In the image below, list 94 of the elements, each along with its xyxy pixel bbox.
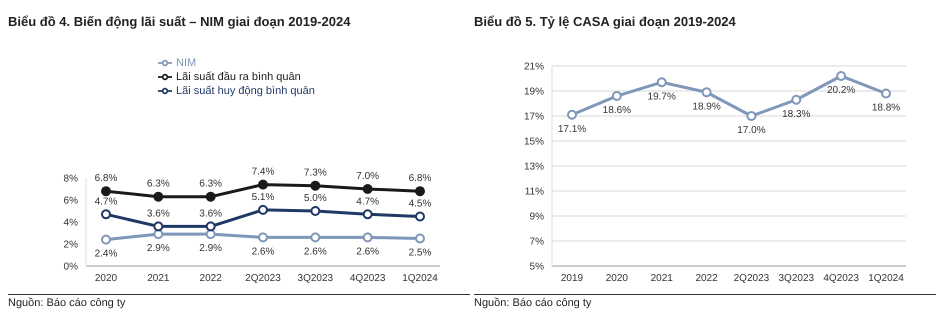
y-tick-label: 9% (530, 212, 544, 223)
legend-label: Lãi suất đầu ra bình quân (176, 70, 301, 83)
x-tick-label: 2021 (650, 273, 674, 284)
point (206, 229, 216, 240)
point (101, 186, 111, 196)
point (258, 204, 268, 215)
legend-label: NIM (176, 56, 196, 69)
legend-label: Lãi suất huy động bình quân (176, 84, 315, 97)
y-tick-label: 8% (64, 174, 78, 185)
data-label: 3.6% (146, 208, 170, 220)
x-tick-label: 4Q2023 (823, 273, 860, 284)
point (101, 234, 111, 245)
point (836, 71, 846, 81)
y-tick-label: 11% (524, 186, 544, 198)
y-tick-label: 13% (524, 162, 544, 173)
data-label: 6.3% (146, 178, 170, 190)
data-label: 5.1% (252, 192, 275, 203)
chart-title: Biểu đồ 4. Biến động lãi suất – NIM giai đoạn 2019-2024 (8, 13, 352, 31)
data-label: 6.8% (94, 173, 118, 184)
y-tick-label: 17% (524, 112, 544, 123)
point (310, 206, 320, 216)
point (206, 221, 216, 232)
x-tick-label: 3Q2023 (778, 273, 815, 284)
point (656, 77, 667, 88)
data-label: 18.8% (872, 102, 900, 114)
data-label: 20.2% (826, 85, 856, 96)
point (362, 232, 373, 242)
text: Nguồn: Báo cáo công ty (474, 294, 936, 309)
x-tick-label: 2Q2023 (245, 273, 282, 284)
data-label: 2.9% (199, 243, 222, 254)
data-label: 7.0% (356, 171, 380, 182)
data-label: 4.7% (356, 196, 380, 208)
data-label: 4.5% (408, 198, 432, 210)
x-tick-label: 2021 (147, 273, 170, 284)
point (310, 232, 320, 242)
y-tick-label: 6% (64, 196, 78, 207)
y-tick-label: 2% (64, 240, 78, 251)
data-label: 18.6% (602, 105, 632, 116)
data-label: 19.7% (648, 91, 676, 102)
point (415, 234, 425, 244)
chart-title: Biểu đồ 5. Tỷ lệ CASA giai đoạn 2019-2024 (474, 13, 737, 31)
data-label: 3.6% (199, 208, 222, 220)
y-tick-label: 0% (64, 262, 78, 273)
data-label: 18.9% (692, 101, 721, 112)
data-label: 17.0% (737, 125, 766, 136)
data-label: 2.6% (356, 246, 380, 258)
data-label: 17.1% (558, 124, 586, 135)
data-label: 7.4% (252, 166, 275, 178)
text: Nguồn: Báo cáo công ty (8, 294, 470, 309)
data-label: 2.4% (94, 248, 118, 260)
x-tick-label: 4Q2023 (350, 273, 386, 284)
y-tick-label: 7% (530, 236, 544, 248)
point (258, 180, 268, 190)
point (362, 209, 373, 220)
point (153, 221, 164, 232)
data-label: 4.7% (94, 196, 118, 208)
point (612, 91, 622, 101)
x-tick-label: 1Q2024 (402, 273, 438, 284)
point (881, 88, 891, 98)
data-label: 18.3% (782, 108, 811, 120)
y-tick-label: 5% (530, 262, 544, 273)
point (258, 232, 268, 242)
data-label: 2.6% (304, 246, 327, 258)
x-tick-label: 2019 (560, 273, 584, 284)
x-tick-label: 2020 (94, 273, 118, 284)
point (415, 186, 425, 196)
point (101, 209, 111, 220)
data-label: 2.5% (408, 248, 432, 258)
y-tick-label: 4% (64, 218, 78, 229)
y-tick-label: 21% (524, 62, 544, 73)
point (153, 229, 164, 240)
data-label: 6.8% (408, 173, 432, 184)
x-tick-label: 2022 (695, 273, 718, 284)
data-label: 2.6% (252, 246, 275, 258)
point (153, 192, 164, 202)
data-label: 6.3% (199, 178, 222, 190)
data-label: 7.3% (304, 168, 327, 179)
point (567, 110, 577, 120)
point (362, 184, 373, 194)
y-tick-label: 15% (524, 136, 544, 148)
point (702, 87, 712, 98)
point (310, 180, 320, 191)
x-tick-label: 2Q2023 (734, 273, 770, 284)
data-label: 5.0% (304, 193, 327, 204)
y-tick-label: 19% (524, 86, 544, 98)
point (791, 94, 802, 105)
point (415, 212, 425, 222)
data-label: 2.9% (146, 243, 170, 254)
x-tick-label: 2020 (606, 273, 628, 284)
point (206, 192, 216, 202)
point (746, 111, 756, 121)
x-tick-label: 2022 (200, 273, 222, 284)
x-tick-label: 3Q2023 (298, 273, 334, 284)
x-tick-label: 1Q2024 (868, 273, 904, 284)
